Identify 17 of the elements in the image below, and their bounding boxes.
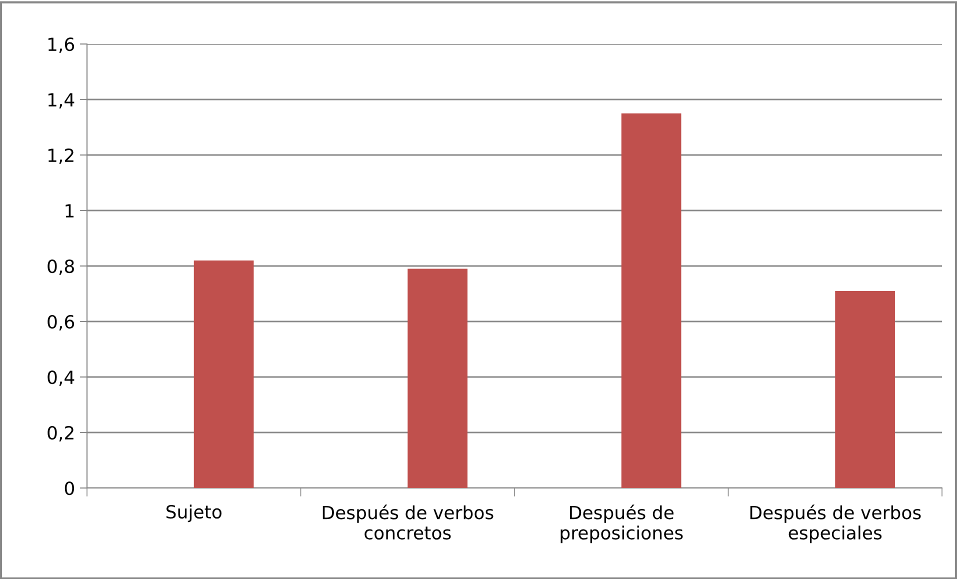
y-tick-label: 0,4 [48, 370, 74, 386]
y-tick-label: 1,4 [48, 93, 74, 108]
y-tick-label: 1,6 [48, 37, 74, 53]
y-tick-label: 0,8 [48, 259, 74, 275]
bar [835, 290, 895, 488]
x-tick-label: Después de verbos especiales [750, 504, 921, 544]
bar [194, 260, 254, 488]
y-tick-label: 0,2 [48, 426, 74, 442]
y-tick-label: 0 [64, 481, 74, 496]
bar [408, 268, 468, 488]
y-tick-label: 1,2 [48, 148, 74, 164]
x-tick-label: Después de verbos concretos [322, 504, 494, 540]
bar [621, 113, 682, 488]
x-tick-label: Después de preposiciones [560, 504, 683, 544]
y-tick-label: 0,6 [48, 314, 74, 330]
x-tick-label: Sujeto [166, 504, 222, 522]
y-tick-label: 1 [66, 204, 74, 218]
